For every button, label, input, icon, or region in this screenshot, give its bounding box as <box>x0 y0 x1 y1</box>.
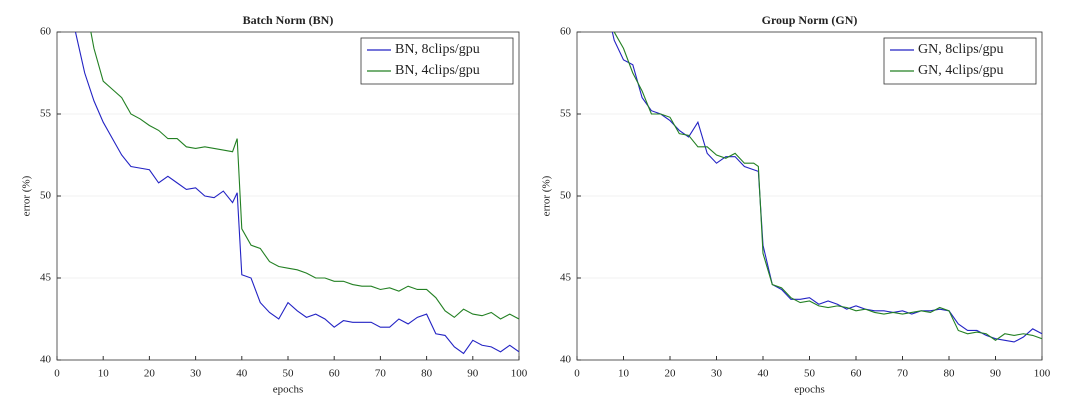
x-axis-label: epochs <box>794 384 825 396</box>
x-tick-label: 100 <box>511 368 528 380</box>
x-tick-label: 70 <box>897 368 909 380</box>
x-tick-label: 80 <box>421 368 433 380</box>
x-tick-label: 50 <box>283 368 295 380</box>
y-tick-label: 60 <box>560 26 572 38</box>
x-tick-label: 50 <box>804 368 816 380</box>
legend-box <box>360 37 514 85</box>
x-tick-label: 40 <box>758 368 770 380</box>
x-tick-label: 10 <box>98 368 110 380</box>
x-tick-label: 30 <box>711 368 723 380</box>
x-tick-label: 90 <box>467 368 479 380</box>
x-tick-label: 80 <box>944 368 956 380</box>
line-series <box>90 32 519 320</box>
x-tick-label: 10 <box>618 368 630 380</box>
y-tick-label: 40 <box>560 354 572 366</box>
x-tick-label: 20 <box>144 368 156 380</box>
x-tick-label: 90 <box>990 368 1002 380</box>
x-tick-label: 100 <box>1034 368 1051 380</box>
y-tick-label: 50 <box>560 190 572 202</box>
y-tick-label: 45 <box>40 272 52 284</box>
chart-title: Group Norm (GN) <box>762 13 858 27</box>
x-tick-label: 60 <box>851 368 863 380</box>
y-tick-label: 45 <box>560 272 572 284</box>
y-tick-label: 60 <box>40 26 52 38</box>
line-series <box>611 32 1042 343</box>
legend-box <box>883 37 1037 85</box>
x-tick-label: 40 <box>236 368 248 380</box>
plot-frame <box>56 31 520 361</box>
y-axis-label: error (%) <box>21 175 33 216</box>
line-series <box>74 32 519 355</box>
legend-label: BN, 8clips/gpu <box>395 42 480 57</box>
y-tick-label: 55 <box>560 108 572 120</box>
panel: Batch Norm (BN) 40 45 50 55 60 0 10 20 30 40 50 60 70… <box>21 13 528 396</box>
legend-label: GN, 8clips/gpu <box>918 42 1004 57</box>
x-tick-label: 70 <box>375 368 387 380</box>
x-tick-label: 30 <box>190 368 202 380</box>
y-tick-label: 50 <box>40 190 52 202</box>
plot-frame <box>576 31 1043 361</box>
x-tick-label: 0 <box>54 368 60 380</box>
x-tick-label: 20 <box>665 368 677 380</box>
panel: Group Norm (GN) 40 45 50 55 60 0 10 20 30 40 50 60 70… <box>541 13 1051 396</box>
x-tick-label: 0 <box>574 368 580 380</box>
y-tick-label: 40 <box>40 354 52 366</box>
x-tick-label: 60 <box>329 368 341 380</box>
legend-label: GN, 4clips/gpu <box>918 63 1004 78</box>
legend-label: BN, 4clips/gpu <box>395 63 480 78</box>
line-series <box>613 32 1042 341</box>
y-axis-label: error (%) <box>541 175 553 216</box>
chart-title: Batch Norm (BN) <box>243 13 334 27</box>
x-axis-label: epochs <box>273 384 304 396</box>
y-tick-label: 55 <box>40 108 52 120</box>
